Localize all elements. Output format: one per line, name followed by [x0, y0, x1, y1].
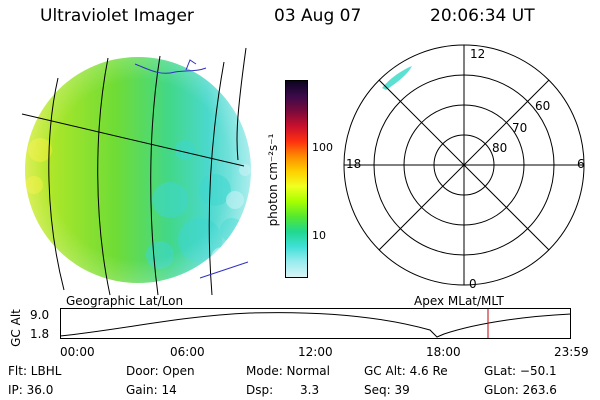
- timeline-y-tick-max: 9.0: [30, 308, 50, 322]
- timeline-right-label: Apex MLat/MLT: [414, 294, 504, 308]
- mlt-label-18: 18: [346, 157, 361, 171]
- time-tick-1800: 18:00: [426, 345, 461, 359]
- geographic-grid: [21, 47, 247, 296]
- time-tick-0600: 06:00: [170, 345, 205, 359]
- polar-grid: [343, 44, 585, 286]
- geographic-longitude: GLon: 263.6: [484, 383, 557, 397]
- mode-value: Mode: Normal: [246, 364, 330, 378]
- polar-mlat-mlt-plot: 12 18 6 0 60 70 80: [343, 44, 585, 291]
- mlt-label-0: 0: [469, 277, 477, 291]
- colorbar: [285, 80, 308, 278]
- colorbar-tick-100: 100: [312, 141, 333, 154]
- time-tick-2359: 23:59: [554, 345, 589, 359]
- dsp-value: 3.3: [300, 383, 320, 397]
- lat-label-70: 70: [512, 121, 527, 135]
- coastline: [134, 59, 249, 279]
- geographic-latitude: GLat: −50.1: [484, 364, 557, 378]
- aurora-patch: [382, 66, 412, 90]
- colorbar-tick-10: 10: [312, 229, 326, 242]
- door-status: Door: Open: [126, 364, 195, 378]
- filter-value: Flt: LBHL: [8, 364, 62, 378]
- lat-label-80: 80: [492, 141, 507, 155]
- altitude-timeline-plot: [60, 308, 572, 339]
- altitude-curve: [60, 312, 572, 338]
- timeline-y-tick-min: 1.8: [30, 327, 50, 341]
- timeline-left-label: Geographic Lat/Lon: [66, 294, 184, 308]
- instrument-title: Ultraviolet Imager: [40, 6, 194, 26]
- timeline-y-axis-label: GC Alt: [9, 309, 23, 347]
- gc-altitude: GC Alt: 4.6 Re: [364, 364, 448, 378]
- earth-disk: [25, 57, 251, 283]
- observation-date: 03 Aug 07: [274, 6, 362, 26]
- gain-value: Gain: 14: [126, 383, 177, 397]
- ip-value: IP: 36.0: [8, 383, 54, 397]
- lat-label-60: 60: [535, 99, 550, 113]
- mlt-label-6: 6: [577, 157, 585, 171]
- time-tick-1200: 12:00: [298, 345, 333, 359]
- geographic-image-panel: [21, 47, 251, 296]
- time-tick-0000: 00:00: [60, 345, 95, 359]
- observation-time: 20:06:34 UT: [430, 6, 535, 26]
- sequence-number: Seq: 39: [364, 383, 410, 397]
- dsp-label: Dsp:: [246, 383, 274, 397]
- colorbar-unit-label: photon cm⁻²s⁻¹: [266, 133, 280, 227]
- mlt-label-12: 12: [470, 47, 485, 61]
